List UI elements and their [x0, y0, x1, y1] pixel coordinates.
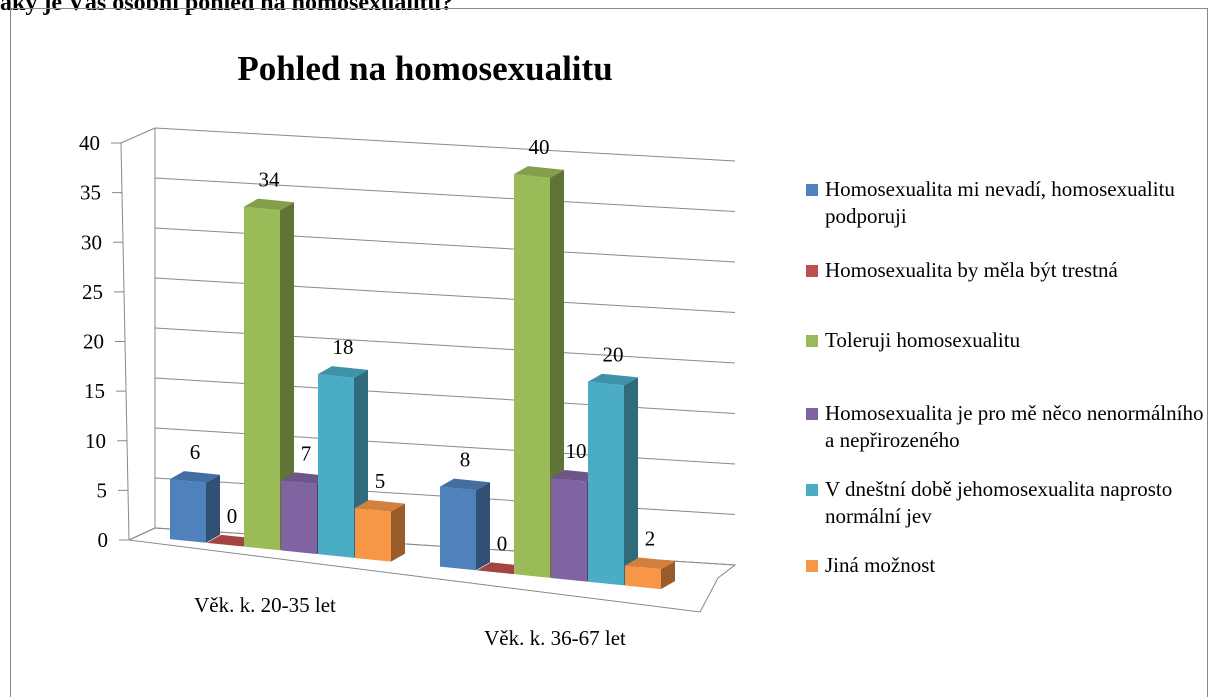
data-label: 0 [497, 531, 508, 555]
grid-line [154, 427, 736, 465]
legend-label: Homosexualita je pro mě něco nenormálníh… [825, 401, 1204, 452]
bar-front [551, 477, 587, 582]
y-tick-label: 20 [83, 330, 104, 354]
bar-top [440, 478, 490, 491]
legend-label: Homosexualita mi nevadí, homosexualitu p… [825, 177, 1175, 228]
data-label: 0 [227, 504, 238, 528]
data-label: 34 [259, 168, 281, 192]
bar-top [625, 557, 675, 570]
data-label: 7 [301, 441, 312, 465]
bar-side [661, 561, 675, 590]
wall-left-top [120, 127, 156, 144]
grid-line [154, 377, 736, 414]
grid-line [154, 327, 736, 364]
data-label: 5 [375, 469, 386, 493]
bar-top [170, 471, 220, 483]
y-tick-label: 35 [80, 181, 101, 205]
bar-front [281, 480, 317, 555]
legend-swatch [806, 484, 818, 496]
data-label: 6 [190, 440, 201, 464]
bar-front [355, 507, 391, 562]
y-tick-label: 10 [85, 429, 106, 453]
legend-label: Homosexualita by měla být trestná [825, 258, 1118, 282]
y-tick-label: 25 [82, 280, 103, 304]
y-tick-label: 0 [98, 528, 109, 552]
bar-front [318, 374, 354, 558]
grid-line [154, 277, 736, 313]
legend-label: Toleruji homosexualitu [825, 328, 1021, 352]
data-label: 10 [566, 439, 587, 463]
floor [127, 527, 737, 613]
bar-top [588, 373, 638, 386]
chart-title: Pohled na homosexualitu [237, 49, 612, 88]
legend-label: V dneštní době jehomosexualita naprosto … [825, 477, 1173, 528]
bar-side [391, 503, 405, 562]
data-label: 8 [460, 448, 471, 472]
data-label: 40 [529, 135, 550, 159]
bar-front [440, 486, 476, 571]
chart-frame [10, 8, 1208, 697]
bar-top [514, 166, 564, 178]
legend-label: Jiná možnost [825, 553, 936, 577]
legend-swatch [806, 408, 818, 420]
bar-front [588, 381, 624, 586]
data-label: 2 [645, 526, 656, 550]
bar-side [280, 202, 294, 551]
bar-side [624, 377, 638, 586]
legend-swatch [806, 184, 818, 196]
bar-top [244, 198, 294, 211]
data-label: 20 [603, 343, 624, 367]
bar-front [244, 206, 280, 551]
bar-front [625, 565, 661, 590]
legend-swatch [806, 335, 818, 347]
x-tick-label: Věk. k. 20-35 let [194, 593, 336, 617]
bar-side [476, 482, 490, 571]
y-tick-label: 5 [97, 478, 108, 502]
bar-front [170, 479, 206, 543]
y-axis [120, 142, 130, 541]
bar-side [206, 474, 220, 543]
grid-line [154, 177, 736, 212]
grid-line [154, 127, 736, 162]
y-tick-label: 30 [81, 230, 102, 254]
grid-line [154, 227, 736, 263]
x-tick-label: Věk. k. 36-67 let [484, 626, 626, 650]
bar-top [355, 499, 405, 512]
data-label: 18 [333, 335, 354, 359]
bar-front [514, 174, 550, 578]
legend-swatch [806, 265, 818, 277]
y-tick-label: 40 [79, 131, 100, 155]
legend-swatch [806, 560, 818, 572]
y-tick-label: 15 [84, 379, 105, 403]
bar-top [318, 366, 368, 378]
